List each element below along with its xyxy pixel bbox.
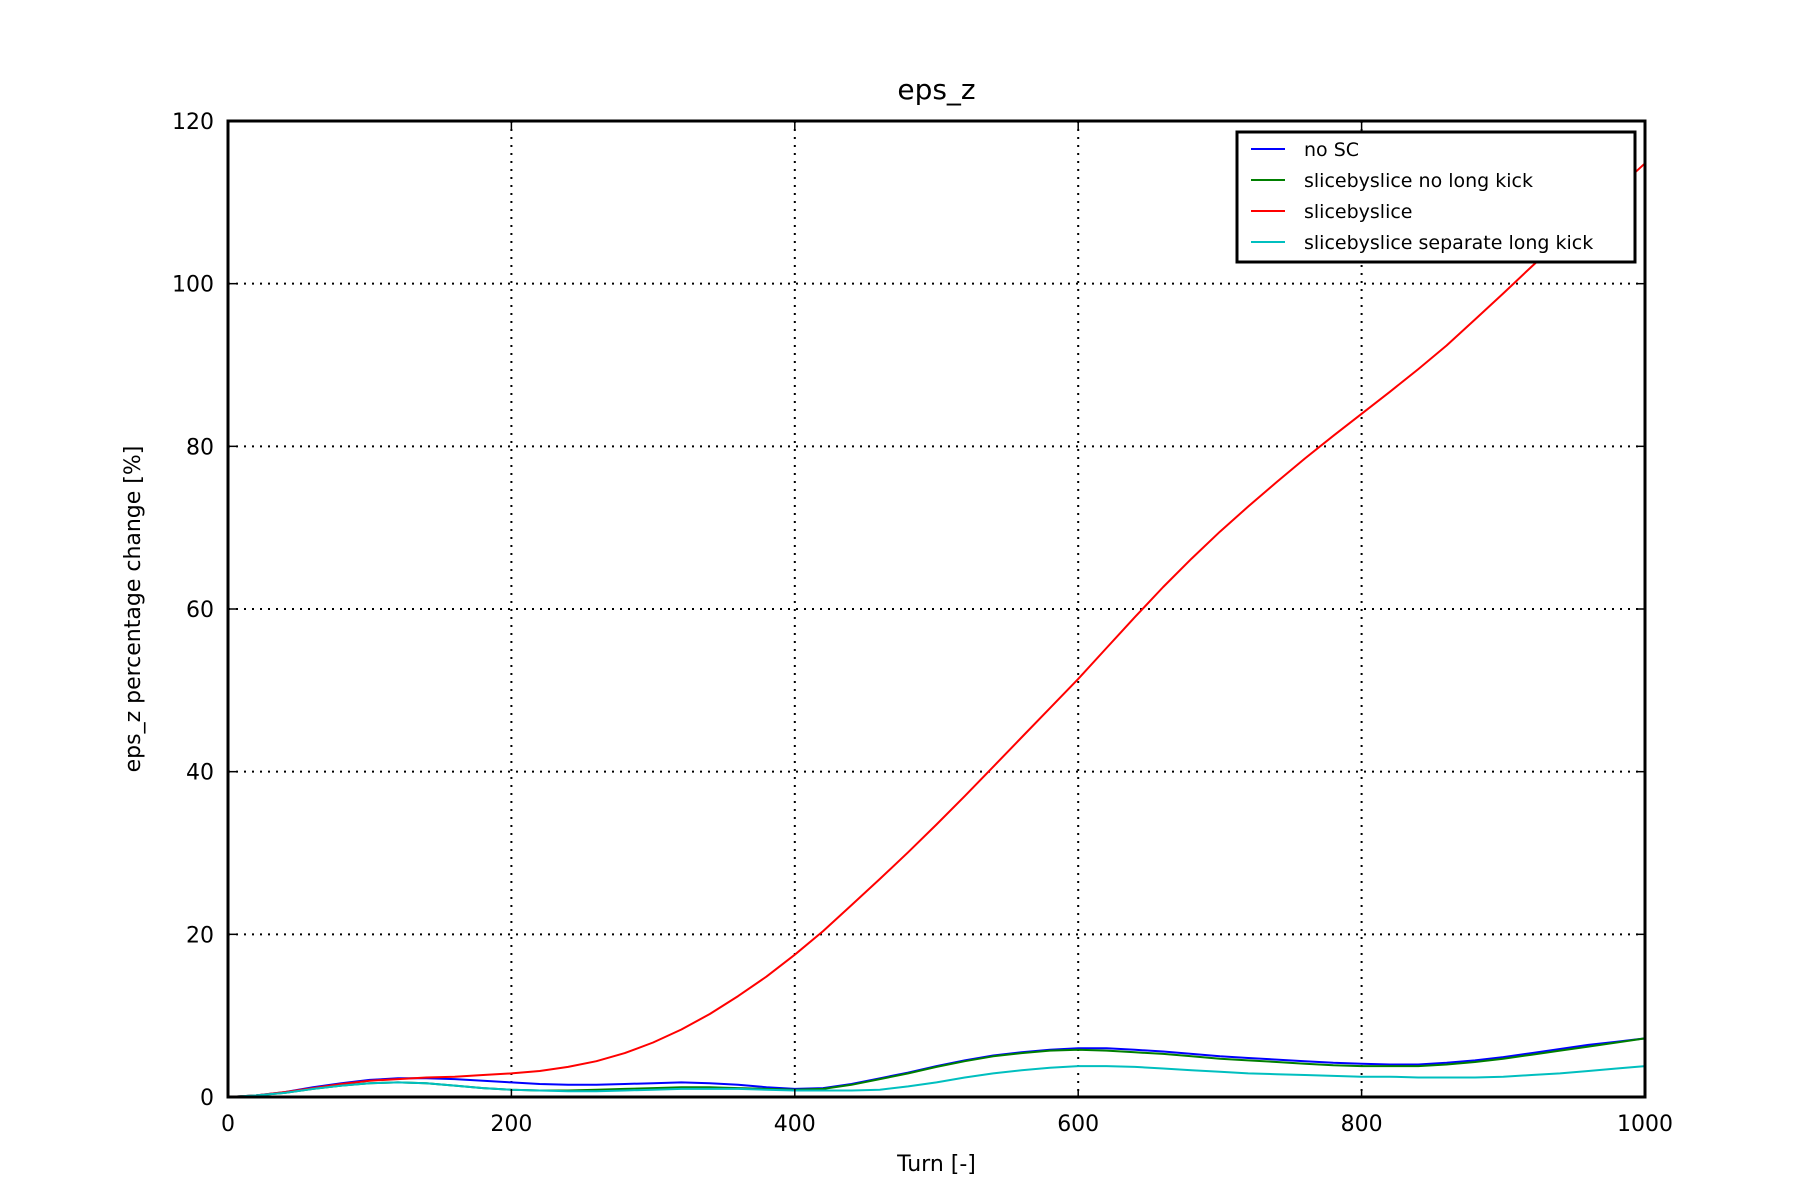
y-tick-label: 40 bbox=[186, 761, 214, 786]
series-line-1 bbox=[227, 1037, 1646, 1098]
series-layer bbox=[227, 162, 1646, 1098]
y-tick-label: 0 bbox=[200, 1086, 214, 1111]
legend-label-3: slicebyslice separate long kick bbox=[1304, 232, 1593, 254]
x-axis-title: Turn [-] bbox=[896, 1152, 976, 1177]
y-tick-label: 80 bbox=[186, 435, 214, 460]
legend-label-2: slicebyslice bbox=[1304, 201, 1413, 223]
x-tick-label: 400 bbox=[774, 1112, 816, 1137]
legend-label-0: no SC bbox=[1304, 139, 1359, 161]
series-line-2 bbox=[227, 162, 1646, 1098]
x-tick-label: 600 bbox=[1057, 1112, 1099, 1137]
series-line-3 bbox=[227, 1065, 1646, 1098]
legend-box bbox=[1235, 130, 1637, 264]
y-tick-label: 120 bbox=[172, 110, 214, 135]
plot-frame bbox=[226, 119, 1647, 1099]
y-tick-label: 60 bbox=[186, 598, 214, 623]
y-tick-label: 100 bbox=[172, 273, 214, 298]
x-tick-label: 200 bbox=[490, 1112, 532, 1137]
x-tick-label: 800 bbox=[1341, 1112, 1383, 1137]
x-tick-label: 0 bbox=[221, 1112, 235, 1137]
y-tick-label: 20 bbox=[186, 923, 214, 948]
chart-title: eps_z bbox=[897, 73, 975, 106]
legend-label-1: slicebyslice no long kick bbox=[1304, 170, 1533, 192]
legend: no SC slicebyslice no long kick slicebysli… bbox=[1235, 130, 1637, 264]
grid-layer bbox=[228, 121, 1645, 1097]
tick-layer: 0 200 400 600 800 1000 0 20 40 60 80 100 120 bbox=[172, 110, 1673, 1137]
x-tick-label: 1000 bbox=[1617, 1112, 1673, 1137]
y-axis-title: eps_z percentage change [%] bbox=[121, 446, 146, 773]
